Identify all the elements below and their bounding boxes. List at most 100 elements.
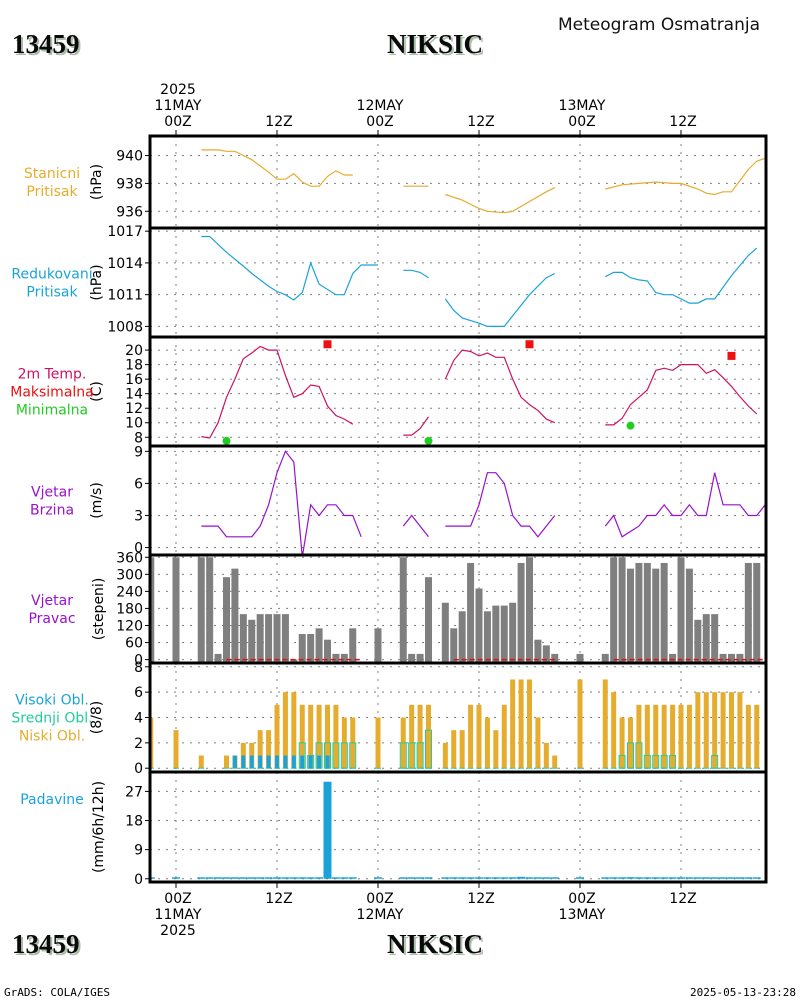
precip-bar [441,877,450,879]
y-tick-label: 1008 [107,319,143,335]
wind-direction-bar [172,557,180,663]
y-tick-label: 120 [116,618,143,634]
cloud-low-bar [518,679,524,769]
wind-direction-bar [467,562,475,663]
x-tick-label-bottom: 00Z [568,891,595,907]
panel-frame [148,770,768,884]
wind-direction-bar [736,653,744,663]
precip-bar [172,877,180,879]
panel-frame [148,134,768,230]
wind-direction-bar [265,614,273,663]
cloud-high-bar [291,755,296,769]
panel-data [201,340,758,445]
footer-header: 13459 13459 NIKSIC NIKSIC [12,929,485,961]
cloud-low-bar [543,742,549,769]
tmax-marker [727,351,736,360]
wind-direction-bar [206,557,214,663]
panel-label: Visoki Obl. [15,693,89,709]
y-tick-label: 60 [125,636,143,652]
cloud-high-bar [232,755,237,769]
y-tick-label: 20 [125,343,143,359]
cloud-low-bar [299,704,305,769]
wind-direction-bar [281,614,289,663]
cloud-mid-bar [652,755,660,769]
cloud-low-bar [703,692,709,769]
wind-direction-bar [542,645,550,663]
precip-bar [618,877,627,879]
tmin-marker [222,436,231,445]
x-tick-label-top: 12Z [467,114,494,130]
panel-frame [148,335,768,448]
y-tick-label: 14 [125,387,143,403]
precip-bar [668,877,677,879]
cloud-mid-bar [660,755,668,769]
precip-bar [475,877,483,879]
cloud-low-bar [291,692,297,769]
wind-direction-bar [450,628,458,663]
cloud-high-bar [300,755,305,769]
cloud-mid-bar [408,742,416,769]
precip-bar [205,877,214,879]
wind-direction-bar [509,602,517,663]
precip-bar [222,877,231,879]
precip-bar [197,877,206,879]
wind-direction-bar [551,653,559,663]
cloud-mid-bar [627,742,634,769]
cloud-low-bar [737,692,743,769]
cloud-low-bar [308,704,314,769]
cloud-low-bar [417,704,423,769]
panel-frame [148,226,768,339]
cloud-low-bar [602,679,608,769]
cloud-mid-bar [416,742,424,769]
wind-direction-bar [324,639,331,663]
panel-label: 2m Temp. [18,367,87,383]
tmax-marker [525,340,534,349]
cloud-mid-bar [635,742,643,769]
precip-bar [626,877,635,879]
cloud-high-bar [317,755,322,769]
precip-bar [643,877,652,879]
y-axis-label: (8/8) [89,701,105,734]
wind-direction-bar [307,634,315,663]
tmax-marker [323,340,332,349]
x-tick-label-bottom: 12Z [265,891,292,907]
precip-bar [281,877,290,879]
cloud-low-bar [459,730,465,769]
cloud-low-bar [476,704,482,769]
panel-precipitation: 0 9 18 27 (mm/6h/12h) Padavine [20,770,768,888]
precip-bar [508,877,517,879]
y-axis-label: (mm/6h/12h) [91,781,107,873]
y-tick-label: 240 [116,584,143,600]
cloud-low-bar [636,704,642,769]
timestamp-text: 2025-05-13-23:28 [690,986,796,999]
series-line-2m-temp- [444,349,556,424]
precip-bar [315,877,324,879]
wind-direction-bar [408,653,416,663]
series-line-redukovani-pritisak [605,247,758,304]
panel-reduced-pressure: 1008 1011 1014 1017 (hPa)Redukovani Pritisak [11,224,768,339]
cloud-low-bar [173,730,179,769]
y-tick-label: 9 [134,444,143,460]
y-tick-label: 360 [116,550,143,566]
precip-bar [348,877,357,879]
panel-label: Vjetar [31,485,73,501]
wind-direction-bar [635,562,643,663]
cloud-low-bar [426,704,431,769]
station-name-shadow: NIKSIC [389,31,485,61]
panel-label: Stanicni [24,166,80,182]
station-code-bottom-shadow: 13459 [14,931,82,961]
y-tick-label: 938 [116,176,143,192]
y-tick-label: 0 [134,541,143,557]
cloud-low-bar [661,704,667,769]
cloud-low-bar [611,692,617,769]
wind-direction-bar [374,628,382,663]
wind-direction-bar [500,605,508,663]
cloud-low-bar [240,742,246,769]
panel-data [201,149,766,214]
panel-data [150,557,766,663]
wind-direction-bar [492,605,500,663]
precip-bar [517,876,526,879]
precip-bar [424,877,433,879]
